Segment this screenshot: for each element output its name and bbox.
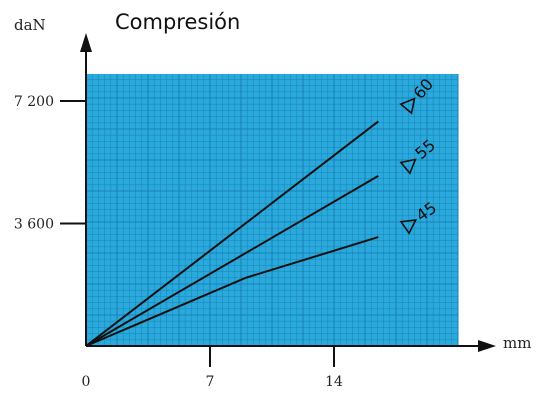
x-axis-label: mm bbox=[503, 334, 531, 352]
y-axis-arrow bbox=[80, 33, 92, 52]
x-tick-label: 7 bbox=[206, 374, 215, 390]
y-tick-label: 7 200 bbox=[14, 94, 54, 110]
y-axis-label: daN bbox=[14, 16, 46, 34]
grid-area bbox=[85, 74, 459, 347]
series-marker-45 bbox=[399, 219, 418, 235]
x-tick-label: 14 bbox=[325, 374, 343, 390]
x-axis-arrow bbox=[478, 340, 496, 352]
series-marker-60 bbox=[399, 97, 416, 115]
axes: 3 600 7 200 0 7 14 bbox=[14, 33, 496, 390]
series-marker-55 bbox=[399, 158, 417, 175]
series-line-45 bbox=[85, 236, 379, 347]
series-line-60 bbox=[85, 120, 379, 347]
chart-title: Compresión bbox=[115, 10, 240, 34]
y-tick-label: 3 600 bbox=[14, 217, 54, 233]
x-tick-label: 0 bbox=[82, 374, 91, 390]
series-line-55 bbox=[85, 175, 379, 347]
labels: Compresión daN mm bbox=[14, 10, 531, 352]
